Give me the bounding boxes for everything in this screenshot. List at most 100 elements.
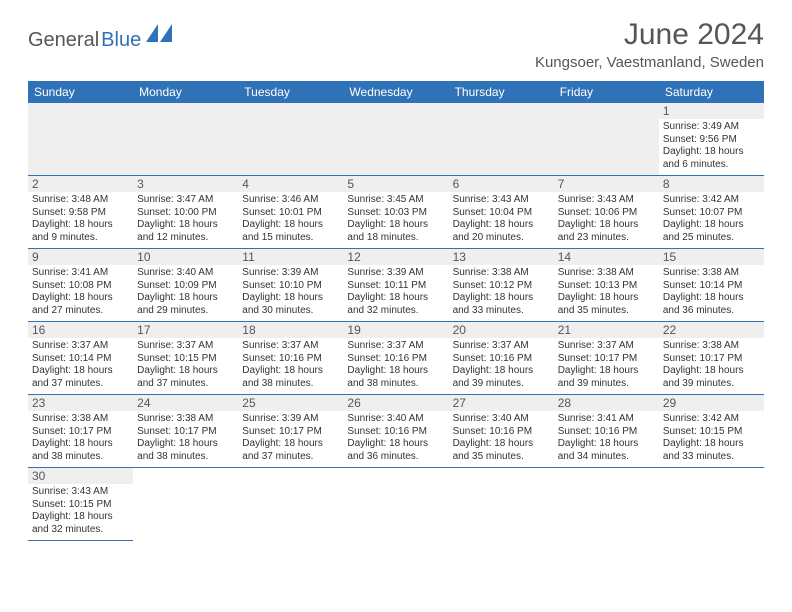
day-info-line: Sunrise: 3:38 AM [558, 267, 655, 280]
day-info-line: Daylight: 18 hours [663, 292, 760, 305]
day-info-line: Daylight: 18 hours [663, 219, 760, 232]
day-info-line: Daylight: 18 hours [32, 292, 129, 305]
day-info-line: and 12 minutes. [137, 232, 234, 245]
day-info-line: Sunset: 10:00 PM [137, 207, 234, 220]
day-info-line: Sunrise: 3:39 AM [242, 267, 339, 280]
day-info: Sunrise: 3:43 AMSunset: 10:06 PMDaylight… [558, 194, 655, 244]
day-info-line: Daylight: 18 hours [347, 292, 444, 305]
day-info: Sunrise: 3:39 AMSunset: 10:10 PMDaylight… [242, 267, 339, 317]
calendar-empty [133, 103, 238, 176]
day-number: 24 [133, 395, 238, 411]
calendar-day: 5Sunrise: 3:45 AMSunset: 10:03 PMDayligh… [343, 176, 448, 249]
day-info-line: Daylight: 18 hours [242, 365, 339, 378]
day-info-line: and 18 minutes. [347, 232, 444, 245]
day-info-line: Sunrise: 3:42 AM [663, 194, 760, 207]
calendar-empty [554, 103, 659, 176]
day-number: 25 [238, 395, 343, 411]
calendar-day: 20Sunrise: 3:37 AMSunset: 10:16 PMDaylig… [449, 322, 554, 395]
day-info-line: Daylight: 18 hours [663, 146, 760, 159]
month-title: June 2024 [535, 18, 764, 52]
weekday-header: Thursday [449, 81, 554, 103]
day-info-line: Sunrise: 3:38 AM [137, 413, 234, 426]
day-info-line: Daylight: 18 hours [347, 219, 444, 232]
day-info-line: Sunrise: 3:38 AM [32, 413, 129, 426]
calendar-day: 10Sunrise: 3:40 AMSunset: 10:09 PMDaylig… [133, 249, 238, 322]
day-number: 3 [133, 176, 238, 192]
day-info: Sunrise: 3:38 AMSunset: 10:17 PMDaylight… [137, 413, 234, 463]
day-info-line: Sunrise: 3:38 AM [453, 267, 550, 280]
day-info-line: Sunrise: 3:37 AM [558, 340, 655, 353]
day-info-line: Daylight: 18 hours [137, 219, 234, 232]
sail-icon [146, 24, 172, 47]
day-info: Sunrise: 3:38 AMSunset: 10:14 PMDaylight… [663, 267, 760, 317]
calendar-day: 4Sunrise: 3:46 AMSunset: 10:01 PMDayligh… [238, 176, 343, 249]
day-info-line: and 38 minutes. [347, 378, 444, 391]
day-number: 20 [449, 322, 554, 338]
day-info-line: Sunset: 10:03 PM [347, 207, 444, 220]
day-info-line: and 33 minutes. [663, 451, 760, 464]
calendar-day: 8Sunrise: 3:42 AMSunset: 10:07 PMDayligh… [659, 176, 764, 249]
day-info-line: Sunset: 10:17 PM [663, 353, 760, 366]
day-number: 13 [449, 249, 554, 265]
day-info: Sunrise: 3:37 AMSunset: 10:15 PMDaylight… [137, 340, 234, 390]
day-info-line: and 36 minutes. [663, 305, 760, 318]
day-info-line: Daylight: 18 hours [558, 438, 655, 451]
day-info-line: Sunset: 10:17 PM [558, 353, 655, 366]
calendar-empty [659, 468, 764, 541]
day-number: 11 [238, 249, 343, 265]
day-info-line: Sunset: 10:06 PM [558, 207, 655, 220]
location-text: Kungsoer, Vaestmanland, Sweden [535, 54, 764, 71]
day-info-line: Sunrise: 3:42 AM [663, 413, 760, 426]
day-number: 6 [449, 176, 554, 192]
day-info-line: Daylight: 18 hours [242, 438, 339, 451]
day-info-line: Sunset: 10:17 PM [32, 426, 129, 439]
day-info-line: Sunrise: 3:40 AM [347, 413, 444, 426]
day-info-line: and 36 minutes. [347, 451, 444, 464]
day-info-line: Sunset: 10:16 PM [347, 353, 444, 366]
weekday-header: Sunday [28, 81, 133, 103]
calendar-empty [133, 468, 238, 541]
day-info-line: Sunrise: 3:37 AM [32, 340, 129, 353]
day-info-line: and 37 minutes. [137, 378, 234, 391]
day-number: 18 [238, 322, 343, 338]
day-info-line: Daylight: 18 hours [137, 438, 234, 451]
day-number: 21 [554, 322, 659, 338]
day-info: Sunrise: 3:40 AMSunset: 10:16 PMDaylight… [347, 413, 444, 463]
day-info-line: Sunset: 10:15 PM [663, 426, 760, 439]
day-number: 4 [238, 176, 343, 192]
calendar-day: 16Sunrise: 3:37 AMSunset: 10:14 PMDaylig… [28, 322, 133, 395]
day-info-line: Sunset: 10:13 PM [558, 280, 655, 293]
day-info-line: Sunset: 10:16 PM [558, 426, 655, 439]
day-info-line: Sunrise: 3:46 AM [242, 194, 339, 207]
day-info-line: Sunset: 10:12 PM [453, 280, 550, 293]
day-info-line: Daylight: 18 hours [453, 219, 550, 232]
day-number: 2 [28, 176, 133, 192]
day-info-line: and 39 minutes. [558, 378, 655, 391]
calendar-week: 30Sunrise: 3:43 AMSunset: 10:15 PMDaylig… [28, 468, 764, 541]
calendar-empty [343, 468, 448, 541]
day-info-line: Sunrise: 3:40 AM [453, 413, 550, 426]
calendar-day: 21Sunrise: 3:37 AMSunset: 10:17 PMDaylig… [554, 322, 659, 395]
day-number: 7 [554, 176, 659, 192]
day-number: 23 [28, 395, 133, 411]
day-info: Sunrise: 3:39 AMSunset: 10:11 PMDaylight… [347, 267, 444, 317]
calendar-empty [343, 103, 448, 176]
day-info-line: Sunset: 10:01 PM [242, 207, 339, 220]
day-info-line: Sunrise: 3:43 AM [32, 486, 129, 499]
calendar-week: 1Sunrise: 3:49 AMSunset: 9:56 PMDaylight… [28, 103, 764, 176]
day-number: 15 [659, 249, 764, 265]
day-info-line: Daylight: 18 hours [453, 438, 550, 451]
calendar-day: 7 Sunrise: 3:43 AMSunset: 10:06 PMDayligh… [554, 176, 659, 249]
day-info-line: and 33 minutes. [453, 305, 550, 318]
day-info: Sunrise: 3:43 AMSunset: 10:04 PMDaylight… [453, 194, 550, 244]
calendar-day: 28Sunrise: 3:41 AMSunset: 10:16 PMDaylig… [554, 395, 659, 468]
day-info-line: Sunrise: 3:48 AM [32, 194, 129, 207]
calendar-day: 18Sunrise: 3:37 AMSunset: 10:16 PMDaylig… [238, 322, 343, 395]
calendar-day: 6 Sunrise: 3:43 AMSunset: 10:04 PMDayligh… [449, 176, 554, 249]
calendar-day: 30Sunrise: 3:43 AMSunset: 10:15 PMDaylig… [28, 468, 133, 541]
calendar-day: 2Sunrise: 3:48 AMSunset: 9:58 PMDaylight… [28, 176, 133, 249]
day-info: Sunrise: 3:42 AMSunset: 10:15 PMDaylight… [663, 413, 760, 463]
day-info-line: Sunrise: 3:49 AM [663, 121, 760, 134]
day-info-line: Sunset: 10:11 PM [347, 280, 444, 293]
day-info-line: Sunset: 10:16 PM [347, 426, 444, 439]
